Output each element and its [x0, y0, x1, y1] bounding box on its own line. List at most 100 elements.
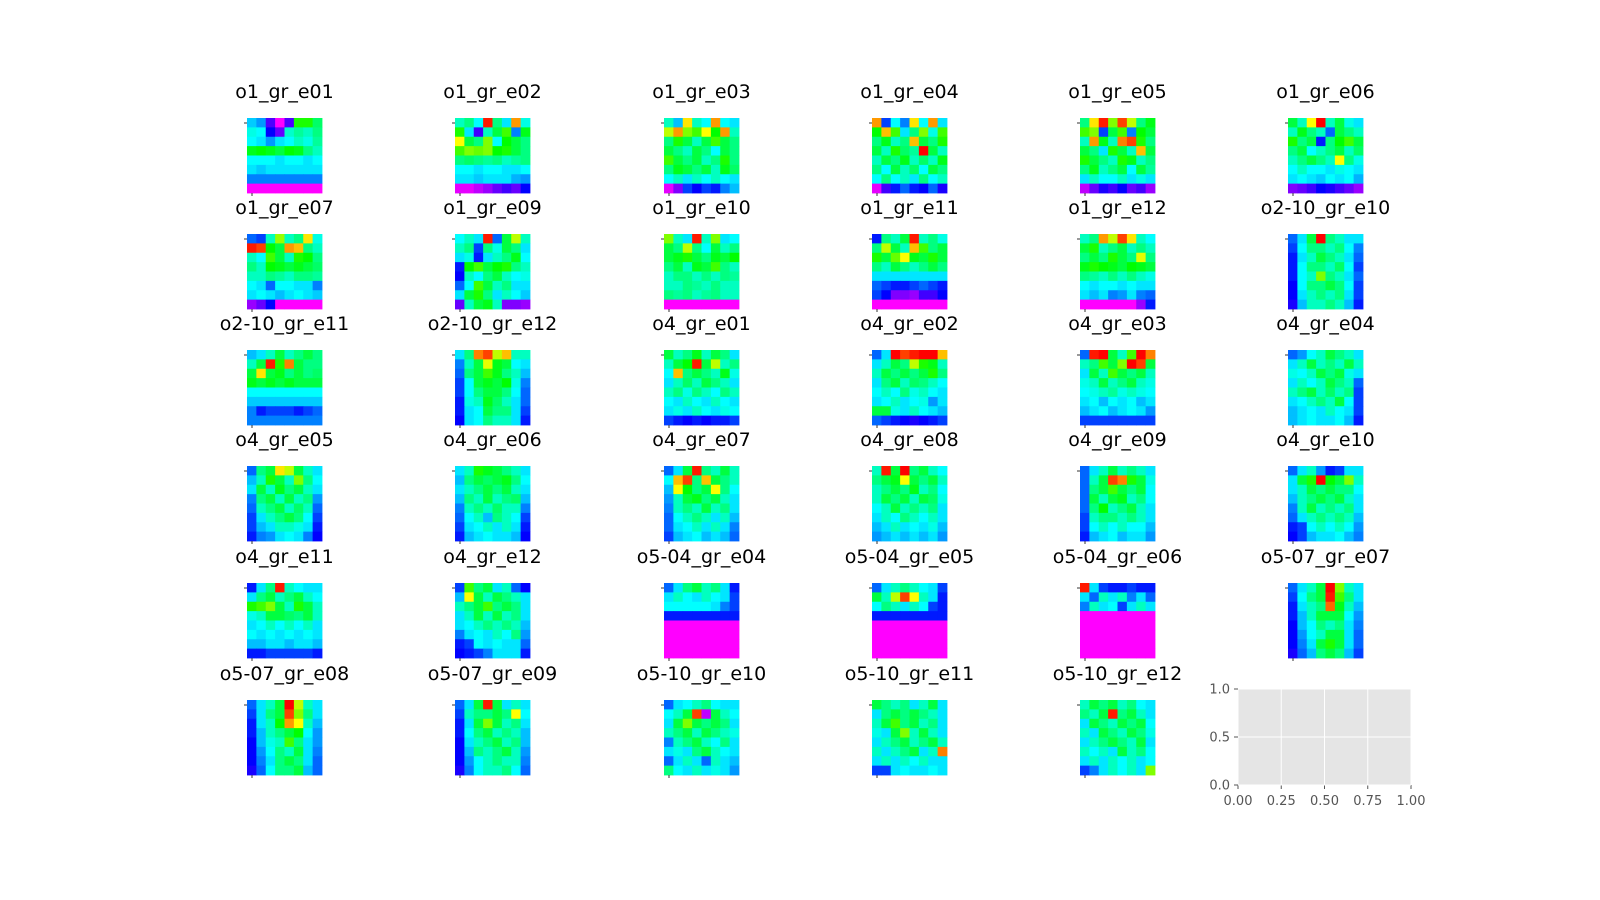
- heatmap-cell: [483, 746, 493, 757]
- heatmap-cell: [1108, 146, 1118, 156]
- heatmap-cell: [881, 174, 892, 185]
- heatmap-cell: [265, 118, 276, 128]
- heatmap-cell: [1288, 378, 1298, 388]
- heatmap-cell: [473, 512, 484, 523]
- heatmap-cell: [900, 522, 910, 533]
- heatmap-cell: [1288, 136, 1298, 147]
- heatmap-cell: [1306, 155, 1317, 166]
- heatmap-cell: [909, 387, 920, 398]
- heatmap-cell: [520, 387, 531, 398]
- heatmap-cell: [918, 737, 929, 748]
- heatmap-cell: [1117, 396, 1128, 407]
- heatmap-cell: [710, 252, 721, 263]
- heatmap-cell: [293, 629, 304, 640]
- heatmap-cell: [701, 146, 712, 156]
- heatmap-cell: [256, 183, 267, 194]
- heatmap-cell: [303, 718, 314, 729]
- heatmap-cell: [1316, 290, 1326, 301]
- heatmap-cell: [1297, 494, 1308, 504]
- heatmap-cell: [247, 746, 257, 757]
- heatmap-cell: [673, 466, 684, 476]
- heatmap-cell: [520, 164, 531, 175]
- heatmap-panel: o2-10_gr_e11: [220, 313, 349, 428]
- heatmap-cell: [520, 512, 531, 523]
- heatmap-cell: [256, 290, 267, 301]
- heatmap-cell: [464, 728, 475, 738]
- heatmap-cell: [1080, 728, 1090, 738]
- heatmap-cell: [900, 252, 910, 263]
- heatmap-cell: [928, 601, 939, 612]
- heatmap-cell: [256, 718, 267, 729]
- heatmap-cell: [1344, 387, 1355, 398]
- heatmap-cell: [710, 350, 721, 360]
- heatmap-cell: [710, 290, 721, 301]
- heatmap-cell: [1297, 601, 1308, 612]
- heatmap-cell: [1098, 475, 1109, 486]
- heatmap-cell: [511, 592, 522, 603]
- heatmap-cell: [511, 737, 522, 748]
- heatmap-cell: [1344, 378, 1355, 388]
- heatmap-cell: [729, 531, 740, 542]
- heatmap-cell: [501, 583, 512, 593]
- heatmap-cell: [1288, 601, 1298, 612]
- heatmap-cell: [1353, 350, 1364, 360]
- heatmap-cell: [312, 164, 323, 175]
- heatmap-cell: [1325, 271, 1336, 282]
- heatmap-cell: [664, 620, 674, 631]
- heatmap-cell: [501, 252, 512, 263]
- heatmap-cell: [1117, 639, 1128, 650]
- heatmap-cell: [664, 737, 674, 748]
- heatmap-cell: [293, 737, 304, 748]
- heatmap-cell: [937, 127, 948, 138]
- heatmap-cell: [1145, 280, 1156, 291]
- heatmap-cell: [1297, 290, 1308, 301]
- heatmap-cell: [455, 583, 465, 593]
- heatmap-cell: [872, 118, 882, 128]
- heatmap-cell: [1136, 737, 1147, 748]
- heatmap-cell: [1344, 262, 1355, 272]
- heatmap-cell: [729, 146, 740, 156]
- heatmap-cell: [1126, 415, 1137, 426]
- heatmap-cell: [1353, 484, 1364, 495]
- heatmap-cell: [1316, 359, 1326, 370]
- heatmap-cell: [303, 127, 314, 138]
- heatmap-cell: [1288, 290, 1298, 301]
- heatmap-cell: [701, 252, 712, 263]
- heatmap-cell: [1306, 136, 1317, 147]
- heatmap-cell: [483, 378, 493, 388]
- heatmap-cell: [1089, 183, 1100, 194]
- heatmap-cell: [464, 475, 475, 486]
- heatmap-cell: [256, 155, 267, 166]
- heatmap-cell: [265, 475, 276, 486]
- heatmap-cell: [511, 183, 522, 194]
- heatmap-cell: [1126, 611, 1137, 621]
- heatmap-cell: [1089, 299, 1100, 310]
- heatmap-cell: [455, 728, 465, 738]
- heatmap-cell: [1145, 601, 1156, 612]
- heatmap-cell: [1108, 746, 1118, 757]
- heatmap-cell: [483, 611, 493, 621]
- heatmap-cell: [473, 183, 484, 194]
- heatmap-cell: [872, 406, 882, 417]
- heatmap-cell: [664, 262, 674, 272]
- heatmap-cell: [473, 378, 484, 388]
- heatmap-cell: [1126, 183, 1137, 194]
- heatmap-cell: [492, 406, 503, 417]
- heatmap-cell: [729, 406, 740, 417]
- heatmap-cell: [701, 484, 712, 495]
- heatmap-cell: [520, 475, 531, 486]
- heatmap-cell: [1297, 262, 1308, 272]
- heatmap-cell: [265, 620, 276, 631]
- heatmap-cell: [720, 415, 731, 426]
- heatmap-cell: [1325, 378, 1336, 388]
- heatmap-cell: [1126, 620, 1137, 631]
- heatmap-cell: [473, 639, 484, 650]
- heatmap-cell: [664, 728, 674, 738]
- heatmap-cell: [872, 512, 882, 523]
- heatmap-cell: [1334, 290, 1345, 301]
- heatmap-cell: [918, 127, 929, 138]
- heatmap-cell: [682, 531, 693, 542]
- heatmap-cell: [720, 728, 731, 738]
- heatmap-cell: [1145, 136, 1156, 147]
- heatmap-panel: o4_gr_e09: [1068, 429, 1167, 544]
